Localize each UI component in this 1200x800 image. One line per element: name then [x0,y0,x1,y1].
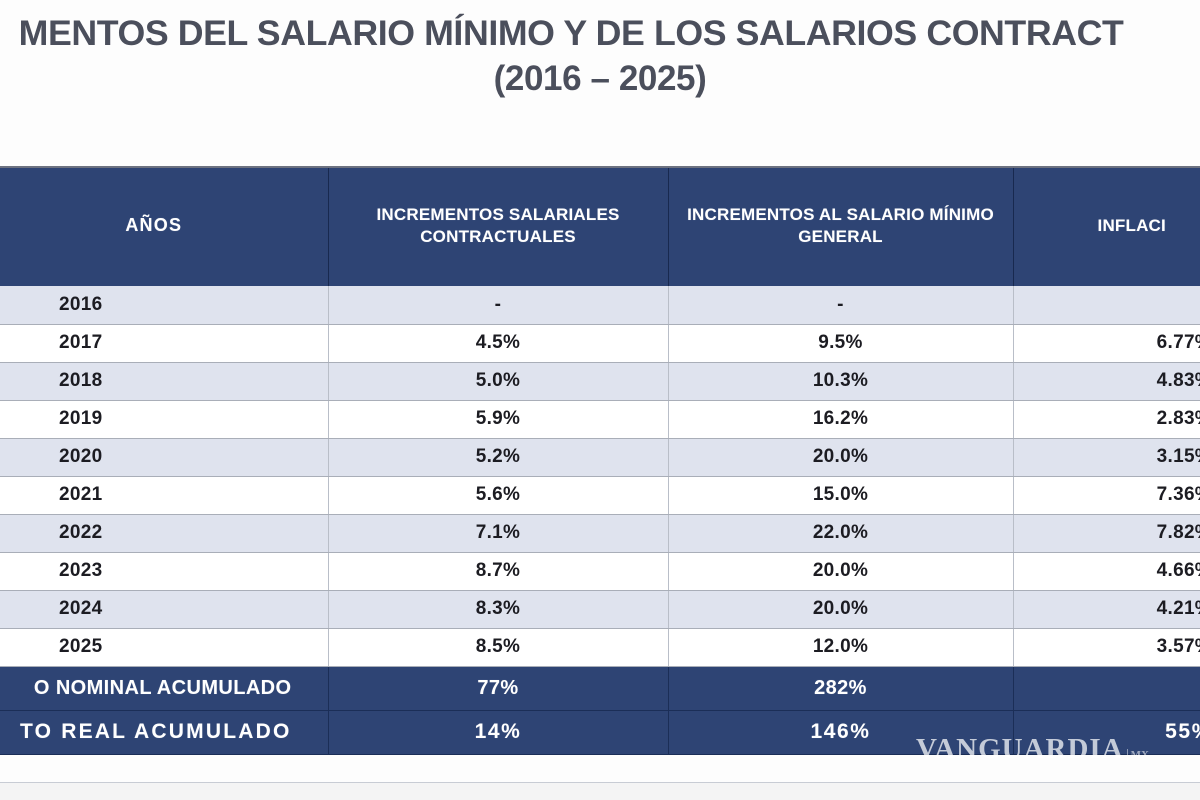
summary-minimum-wage-nominal: 282% [668,666,1014,711]
summary-label-real: TO REAL ACUMULADO [0,710,329,755]
table-row: 2017 4.5% 9.5% 6.77% [0,324,1200,363]
cell-inflation: 4.21% [1013,590,1200,629]
cell-inflation: 2.83% [1013,400,1200,439]
cell-contractual: 5.2% [328,438,669,477]
cell-contractual: 5.0% [328,362,669,401]
summary-inflation-nominal: - [1013,666,1200,711]
cell-inflation: 3.57% [1013,628,1200,667]
cell-minimum-wage: 12.0% [668,628,1014,667]
cell-inflation: 4.83% [1013,362,1200,401]
cell-year: 2020 [0,438,329,477]
cell-year: 2017 [0,324,329,363]
salary-increase-table: AÑOS INCREMENTOS SALARIALES CONTRACTUALE… [0,168,1200,755]
cell-contractual: 8.7% [328,552,669,591]
cell-contractual: 8.3% [328,590,669,629]
table-header: AÑOS INCREMENTOS SALARIALES CONTRACTUALE… [0,168,1200,286]
cell-minimum-wage: 20.0% [668,552,1014,591]
table-footer: O NOMINAL ACUMULADO 77% 282% - TO REAL A… [0,666,1200,755]
table-row: 2019 5.9% 16.2% 2.83% [0,400,1200,439]
summary-inflation-real: 55% [1013,710,1200,755]
cell-contractual: 7.1% [328,514,669,553]
column-header-years: AÑOS [0,168,329,286]
cell-contractual: - [328,286,669,325]
column-header-minimum-wage: INCREMENTOS AL SALARIO MÍNIMO GENERAL [668,168,1014,286]
cell-minimum-wage: 10.3% [668,362,1014,401]
cell-year: 2024 [0,590,329,629]
table-row: 2025 8.5% 12.0% 3.57% [0,628,1200,667]
column-header-contractual: INCREMENTOS SALARIALES CONTRACTUALES [328,168,669,286]
cell-inflation: 3.15% [1013,438,1200,477]
table-row: 2022 7.1% 22.0% 7.82% [0,514,1200,553]
column-header-inflation: INFLACI [1013,168,1200,286]
cell-inflation: 7.82% [1013,514,1200,553]
summary-row-nominal: O NOMINAL ACUMULADO 77% 282% - [0,666,1200,711]
page-title: MENTOS DEL SALARIO MÍNIMO Y DE LOS SALAR… [0,0,1200,106]
cell-year: 2019 [0,400,329,439]
table-header-row: AÑOS INCREMENTOS SALARIALES CONTRACTUALE… [0,168,1200,286]
cell-year: 2016 [0,286,329,325]
cell-contractual: 5.6% [328,476,669,515]
cell-inflation: 7.36% [1013,476,1200,515]
page-title-line-2: (2016 – 2025) [493,59,707,99]
cell-year: 2021 [0,476,329,515]
cell-minimum-wage: - [668,286,1014,325]
summary-contractual-real: 14% [328,710,669,755]
table-body: 2016 - - - 2017 4.5% 9.5% 6.77% 2018 5.0… [0,286,1200,667]
cell-minimum-wage: 16.2% [668,400,1014,439]
summary-minimum-wage-real: 146% [668,710,1014,755]
cell-inflation: 6.77% [1013,324,1200,363]
cell-year: 2018 [0,362,329,401]
cell-year: 2025 [0,628,329,667]
cell-minimum-wage: 15.0% [668,476,1014,515]
summary-label-nominal: O NOMINAL ACUMULADO [0,666,329,711]
cell-minimum-wage: 20.0% [668,438,1014,477]
table-row: 2016 - - - [0,286,1200,325]
page-title-line-1: MENTOS DEL SALARIO MÍNIMO Y DE LOS SALAR… [18,14,1124,53]
table-row: 2018 5.0% 10.3% 4.83% [0,362,1200,401]
table-row: 2021 5.6% 15.0% 7.36% [0,476,1200,515]
cell-year: 2022 [0,514,329,553]
cell-inflation: 4.66% [1013,552,1200,591]
summary-row-real: TO REAL ACUMULADO 14% 146% 55% [0,710,1200,755]
cell-minimum-wage: 22.0% [668,514,1014,553]
cell-contractual: 8.5% [328,628,669,667]
cell-contractual: 4.5% [328,324,669,363]
cell-minimum-wage: 9.5% [668,324,1014,363]
table-row: 2023 8.7% 20.0% 4.66% [0,552,1200,591]
salary-increase-table-container: AÑOS INCREMENTOS SALARIALES CONTRACTUALE… [0,166,1200,755]
cell-minimum-wage: 20.0% [668,590,1014,629]
table-row: 2024 8.3% 20.0% 4.21% [0,590,1200,629]
summary-contractual-nominal: 77% [328,666,669,711]
cell-contractual: 5.9% [328,400,669,439]
table-row: 2020 5.2% 20.0% 3.15% [0,438,1200,477]
bottom-strip [0,782,1200,800]
cell-year: 2023 [0,552,329,591]
cell-inflation: - [1013,286,1200,325]
